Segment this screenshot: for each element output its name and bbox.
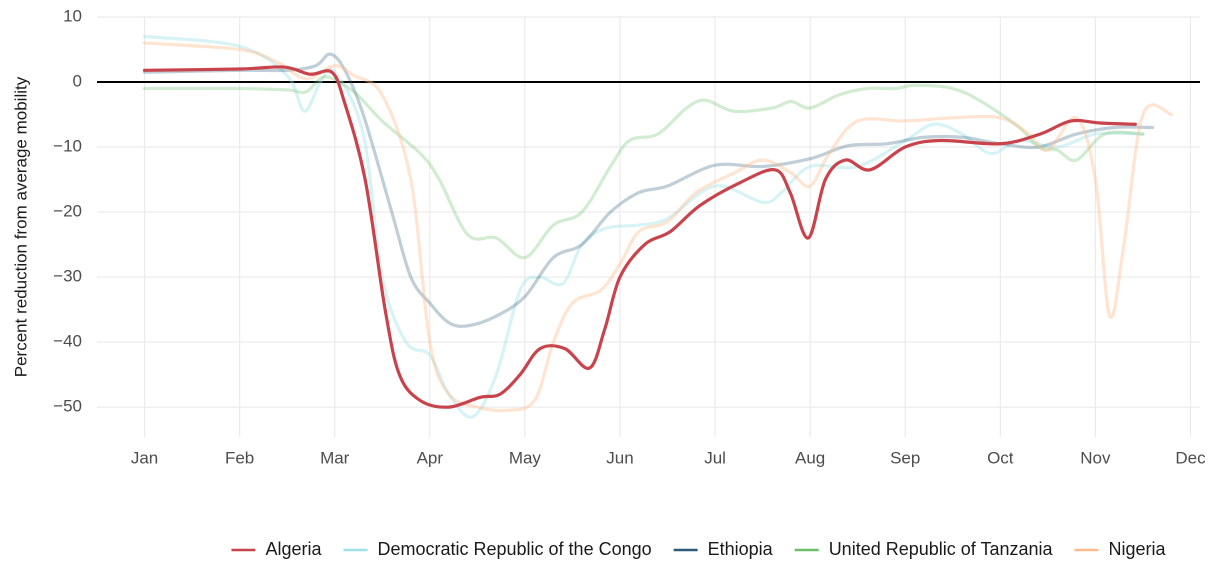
series-line: [142, 65, 1137, 409]
x-tick-label: Jun: [606, 448, 633, 467]
grid: [97, 16, 1200, 437]
x-tick-label: Sep: [890, 448, 920, 467]
y-tick-label: −50: [53, 397, 82, 416]
y-tick-label: 0: [73, 71, 82, 90]
legend-label: Nigeria: [1109, 539, 1167, 559]
y-tick-label: −40: [53, 332, 82, 351]
legend-label: United Republic of Tanzania: [829, 539, 1054, 559]
legend: Algeria Democratic Republic of the Congo E…: [231, 539, 1167, 559]
y-tick-label: −20: [53, 202, 82, 221]
series-line: [142, 41, 1174, 413]
legend-label: Ethiopia: [708, 539, 774, 559]
x-tick-label: Apr: [417, 448, 444, 467]
series-line: [142, 52, 1155, 328]
series-line: [142, 75, 1145, 260]
y-tick-label: 10: [63, 6, 82, 25]
x-tick-label: Jul: [704, 448, 726, 467]
y-tick-label: −10: [53, 137, 82, 156]
series-line: [142, 34, 1145, 419]
y-axis-label: Percent reduction from average mobility: [11, 76, 30, 377]
x-tick-label: Dec: [1175, 448, 1206, 467]
x-tick-label: Nov: [1080, 448, 1111, 467]
x-tick-label: May: [509, 448, 542, 467]
legend-label: Algeria: [265, 539, 322, 559]
x-tick-label: Jan: [131, 448, 158, 467]
y-tick-label: −30: [53, 267, 82, 286]
x-tick-label: Aug: [795, 448, 825, 467]
x-tick-label: Mar: [320, 448, 350, 467]
legend-label: Democratic Republic of the Congo: [377, 539, 651, 559]
x-tick-label: Oct: [987, 448, 1014, 467]
x-tick-label: Feb: [225, 448, 254, 467]
